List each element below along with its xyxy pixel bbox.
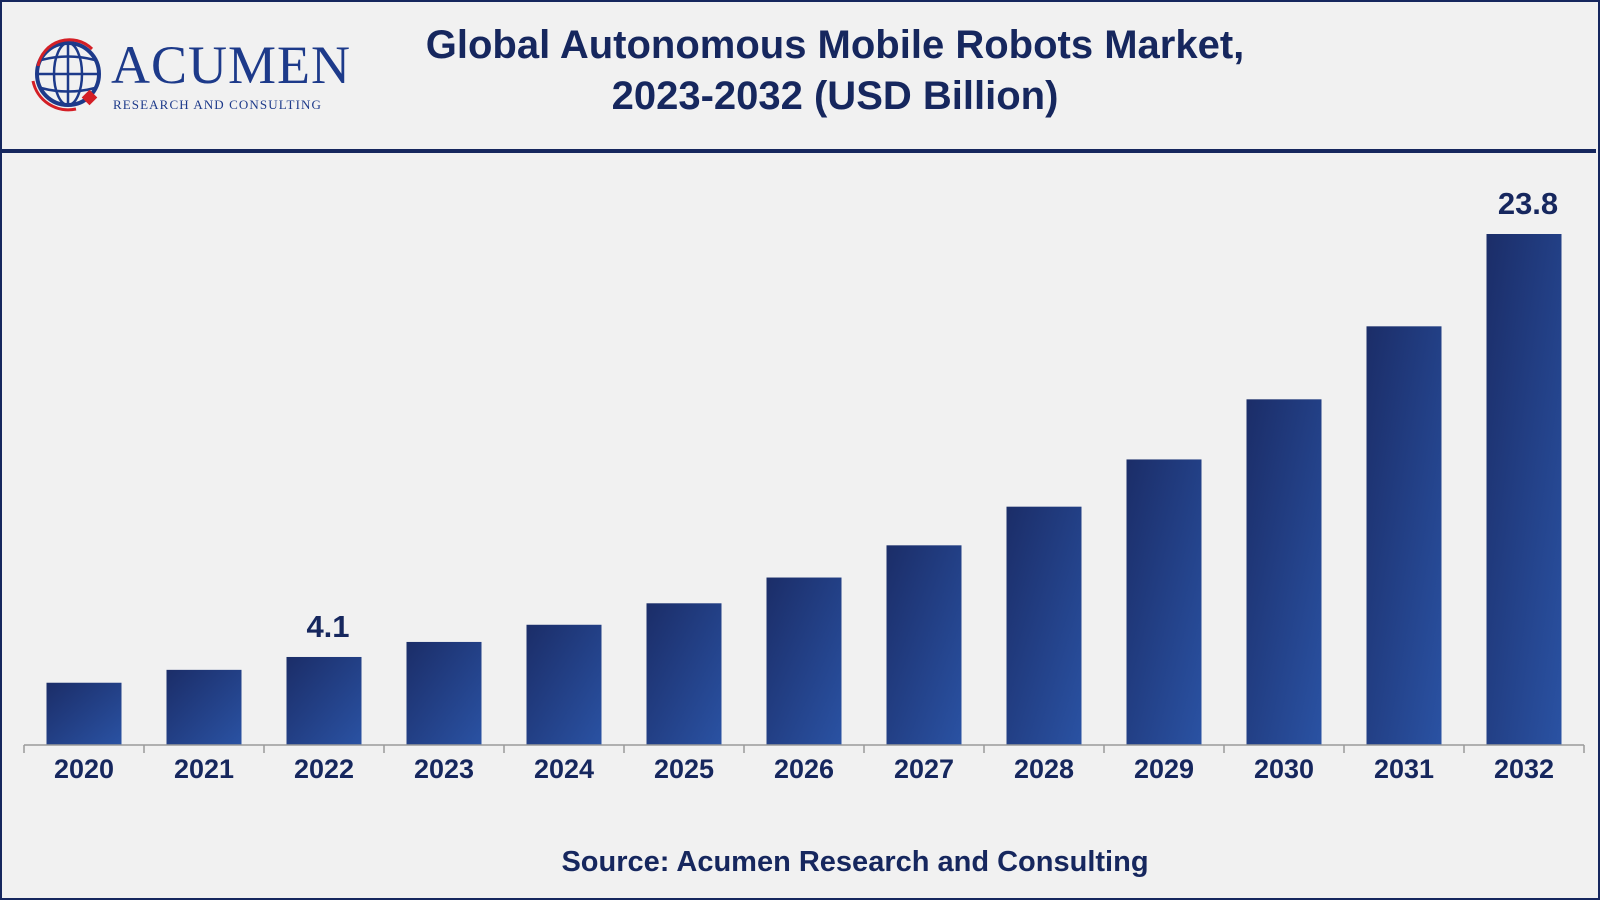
source-note: Source: Acumen Research and Consulting xyxy=(561,846,1149,878)
bar-2023 xyxy=(406,641,482,745)
bar-2027 xyxy=(886,545,962,745)
bar-2031 xyxy=(1366,326,1442,745)
x-tick-label: 2031 xyxy=(1374,754,1434,784)
logo-wordmark: Acumen xyxy=(111,35,352,95)
x-tick-label: 2022 xyxy=(294,754,354,784)
x-tick-label: 2020 xyxy=(54,754,114,784)
x-tick-label: 2032 xyxy=(1494,754,1554,784)
bar-2029 xyxy=(1126,459,1202,745)
x-tick-label: 2024 xyxy=(534,754,594,784)
x-tick-label: 2021 xyxy=(174,754,234,784)
bar-2020 xyxy=(46,682,122,745)
x-tick-label: 2027 xyxy=(894,754,954,784)
x-tick-label: 2030 xyxy=(1254,754,1314,784)
x-tick-label: 2023 xyxy=(414,754,474,784)
bar-2024 xyxy=(526,624,602,745)
bar-2030 xyxy=(1246,399,1322,745)
data-label-2032: 23.8 xyxy=(1498,186,1558,221)
title-line-2: 2023-2032 (USD Billion) xyxy=(611,74,1059,118)
bar-2021 xyxy=(166,669,242,745)
x-tick-label: 2028 xyxy=(1014,754,1074,784)
bar-2022 xyxy=(286,656,362,745)
acumen-logo: Acumen RESEARCH AND CONSULTING xyxy=(30,36,360,116)
title-line-1: Global Autonomous Mobile Robots Market, xyxy=(425,23,1245,67)
header-bar: Acumen RESEARCH AND CONSULTING Global Au… xyxy=(0,0,1596,153)
x-tick-label: 2025 xyxy=(654,754,714,784)
x-tick-label: 2026 xyxy=(774,754,834,784)
data-label-2022: 4.1 xyxy=(306,609,349,644)
bar-2028 xyxy=(1006,506,1082,745)
logo-tagline: RESEARCH AND CONSULTING xyxy=(113,97,323,112)
chart-title: Global Autonomous Mobile Robots Market, … xyxy=(340,20,1330,122)
bar-2026 xyxy=(766,577,842,745)
bar-2032 xyxy=(1486,234,1562,745)
x-tick-label: 2029 xyxy=(1134,754,1194,784)
bar-2025 xyxy=(646,603,722,745)
globe-icon xyxy=(31,38,101,112)
